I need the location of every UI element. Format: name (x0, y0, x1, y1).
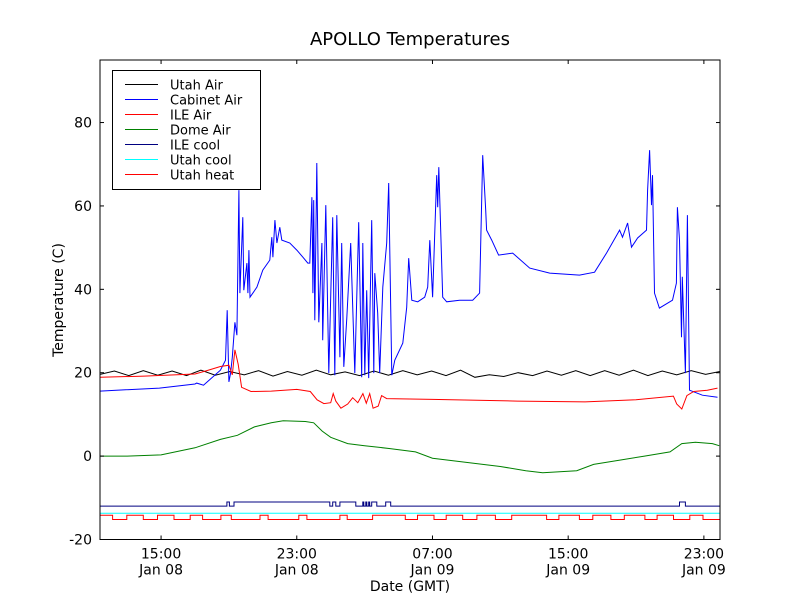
legend-label: Utah heat (170, 169, 234, 184)
chart-title: APOLLO Temperatures (310, 29, 510, 50)
legend-entry-ile-air: ILE Air (125, 109, 212, 124)
legend-entry-dome-air: Dome Air (125, 124, 231, 139)
legend-label: Utah cool (170, 154, 232, 169)
y-tick-label: 80 (74, 116, 92, 132)
x-tick-label-time: 15:00 (141, 547, 181, 563)
x-tick-label-time: 23:00 (684, 547, 724, 563)
legend-entry-cabinet-air: Cabinet Air (125, 94, 243, 109)
y-tick-label: 20 (74, 366, 92, 382)
legend-label: Dome Air (170, 124, 231, 139)
x-tick-label-date: Jan 09 (410, 563, 455, 579)
x-tick-label-date: Jan 09 (545, 563, 590, 579)
series-line-ile-air (100, 349, 718, 410)
x-axis-label: Date (GMT) (370, 579, 450, 595)
legend-entry-utah-air: Utah Air (125, 79, 223, 94)
legend-entry-utah-cool: Utah cool (125, 154, 232, 169)
series-line-utah-heat (100, 514, 720, 520)
y-tick-label: 40 (74, 282, 92, 298)
series-line-ile-cool (100, 501, 720, 507)
legend-entry-utah-heat: Utah heat (125, 169, 234, 184)
x-tick-label-date: Jan 09 (681, 563, 726, 579)
x-tick-label-date: Jan 08 (274, 563, 319, 579)
x-tick-label-date: Jan 08 (138, 563, 183, 579)
legend-label: Cabinet Air (170, 94, 243, 109)
legend-label: ILE cool (170, 139, 220, 154)
series-line-cabinet-air (100, 150, 718, 398)
x-tick-label-time: 15:00 (548, 547, 588, 563)
series-line-utah-air (100, 369, 720, 378)
x-tick-label-time: 07:00 (412, 547, 452, 563)
plot-frame (99, 59, 721, 540)
series-layer (100, 150, 720, 520)
series-line-dome-air (100, 420, 720, 474)
y-axis-label: Temperature (C) (51, 243, 67, 358)
x-tick-label-time: 23:00 (277, 547, 317, 563)
y-tick-label: 0 (83, 449, 92, 465)
legend-label: Utah Air (170, 79, 223, 94)
legend-label: ILE Air (170, 109, 212, 124)
y-tick-label: 60 (74, 199, 92, 215)
legend-entry-ile-cool: ILE cool (125, 139, 220, 154)
y-tick-label: -20 (69, 533, 92, 549)
